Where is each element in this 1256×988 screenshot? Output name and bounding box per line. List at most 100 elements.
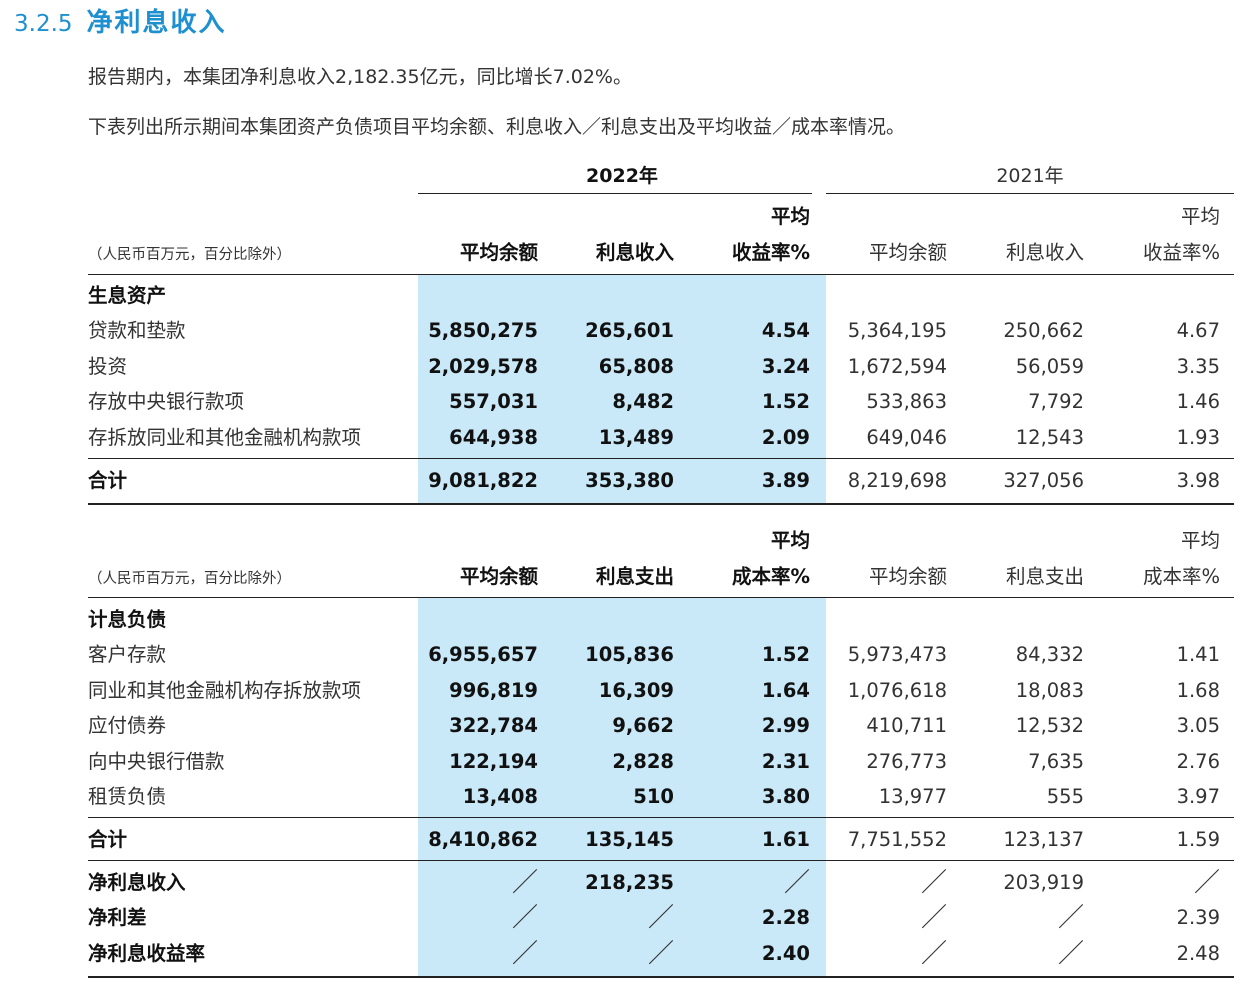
row-label: 租赁负债 — [88, 785, 167, 808]
cell-avg-balance-2022: 557,031 — [449, 390, 538, 413]
cell-rate-2022: 3.24 — [761, 355, 810, 378]
cell-interest-2022: 8,482 — [612, 390, 674, 413]
cell-rate-2021: 3.05 — [1176, 714, 1220, 737]
row-label: 投资 — [88, 355, 128, 378]
liab-rate-header-line2-2022: 成本率% — [731, 565, 810, 588]
cell-rate-2021: 1.93 — [1176, 426, 1220, 449]
cell-avg-balance-2022: 2,029,578 — [428, 355, 538, 378]
cell-interest-2022: 135,145 — [585, 828, 674, 851]
cell-interest-2021: 12,543 — [1015, 426, 1084, 449]
cell-interest-2021: 12,532 — [1015, 714, 1084, 737]
liab-avg-balance-header-2022: 平均余额 — [459, 565, 538, 588]
assets-unit-note: （人民币百万元，百分比除外） — [88, 247, 291, 263]
cell-avg-balance-2021: ／ — [920, 939, 947, 969]
row-label: 应付债券 — [88, 714, 167, 737]
cell-avg-balance-2022: ／ — [511, 903, 538, 933]
assets-rate-header-line1-2021: 平均 — [1180, 205, 1220, 228]
liab-rate-header-line2-2021: 成本率% — [1142, 565, 1220, 588]
cell-avg-balance-2021: 13,977 — [878, 785, 947, 808]
cell-rate-2022: 2.99 — [761, 714, 810, 737]
cell-interest-2022: 353,380 — [585, 469, 674, 492]
cell-avg-balance-2021: 5,364,195 — [847, 319, 947, 342]
liab-rate-header-line1-2021: 平均 — [1180, 529, 1220, 552]
row-label: 净利息收入 — [88, 871, 186, 894]
year-2022-underline — [418, 193, 812, 194]
assets-avg-balance-header-2021: 平均余额 — [868, 241, 947, 264]
row-label: 净利差 — [88, 906, 147, 929]
cell-rate-2022: 1.52 — [761, 390, 810, 413]
table-bottom-rule — [88, 976, 1234, 978]
cell-interest-2021: 18,083 — [1015, 679, 1084, 702]
assets-header-rule — [88, 274, 1234, 275]
cell-interest-2022: ／ — [647, 903, 674, 933]
cell-interest-2022: 2,828 — [612, 750, 674, 773]
cell-rate-2022: 1.64 — [761, 679, 810, 702]
row-label: 净利息收益率 — [88, 942, 206, 965]
cell-avg-balance-2022: 322,784 — [449, 714, 538, 737]
liab-avg-balance-header-2021: 平均余额 — [868, 565, 947, 588]
assets-interest-header-2021: 利息收入 — [1005, 241, 1084, 264]
cell-interest-2021: 7,635 — [1028, 750, 1084, 773]
cell-interest-2021: ／ — [1057, 903, 1084, 933]
row-label: 贷款和垫款 — [88, 319, 186, 342]
cell-interest-2022: ／ — [647, 939, 674, 969]
cell-interest-2022: 105,836 — [585, 643, 674, 666]
cell-rate-2021: 3.98 — [1176, 469, 1220, 492]
row-label: 存放中央银行款项 — [88, 390, 245, 413]
cell-rate-2022: 1.52 — [761, 643, 810, 666]
row-label: 同业和其他金融机构存拆放款项 — [88, 679, 362, 702]
cell-rate-2021: 1.46 — [1176, 390, 1220, 413]
cell-avg-balance-2021: 533,863 — [866, 390, 947, 413]
cell-rate-2021: 2.76 — [1176, 750, 1220, 773]
year-2021-header: 2021年 — [996, 165, 1064, 187]
cell-interest-2021: 56,059 — [1015, 355, 1084, 378]
assets-bottom-rule — [88, 503, 1234, 505]
row-label: 存拆放同业和其他金融机构款项 — [88, 426, 362, 449]
cell-rate-2021: ／ — [1193, 868, 1220, 898]
cell-interest-2021: ／ — [1057, 939, 1084, 969]
cell-interest-2021: 84,332 — [1015, 643, 1084, 666]
row-label: 客户存款 — [88, 643, 167, 666]
cell-avg-balance-2022: 122,194 — [449, 750, 538, 773]
cell-rate-2022: 3.80 — [761, 785, 810, 808]
cell-avg-balance-2022: 8,410,862 — [428, 828, 538, 851]
row-label: 合计 — [88, 469, 128, 492]
highlight-2022-assets — [418, 275, 826, 505]
cell-rate-2021: 1.68 — [1176, 679, 1220, 702]
year-2022-header: 2022年 — [586, 165, 658, 187]
cell-avg-balance-2022: 996,819 — [449, 679, 538, 702]
cell-interest-2021: 123,137 — [1003, 828, 1084, 851]
cell-avg-balance-2021: 276,773 — [866, 750, 947, 773]
section-number: 3.2.5 — [14, 11, 73, 37]
cell-interest-2021: 250,662 — [1003, 319, 1084, 342]
section-heading: 3.2.5 净利息收入 — [14, 2, 227, 42]
assets-interest-header-2022: 利息收入 — [595, 241, 674, 264]
intro-paragraph: 下表列出所示期间本集团资产负债项目平均余额、利息收入／利息支出及平均收益／成本率… — [88, 116, 906, 138]
cell-interest-2021: 7,792 — [1028, 390, 1084, 413]
cell-interest-2022: 265,601 — [585, 319, 674, 342]
cell-avg-balance-2022: ／ — [511, 868, 538, 898]
cell-rate-2022: 3.89 — [761, 469, 810, 492]
liab-total-rule — [88, 817, 1234, 818]
cell-avg-balance-2021: 410,711 — [866, 714, 947, 737]
assets-group-label: 生息资产 — [88, 284, 167, 307]
cell-avg-balance-2022: ／ — [511, 939, 538, 969]
cell-interest-2021: 203,919 — [1003, 871, 1084, 894]
cell-avg-balance-2022: 5,850,275 — [428, 319, 538, 342]
cell-interest-2022: 510 — [633, 785, 674, 808]
cell-interest-2022: 13,489 — [598, 426, 674, 449]
assets-avg-balance-header-2022: 平均余额 — [459, 241, 538, 264]
cell-interest-2022: 16,309 — [598, 679, 674, 702]
cell-rate-2021: 1.59 — [1176, 828, 1220, 851]
section-title: 净利息收入 — [86, 8, 227, 38]
assets-rate-header-line1-2022: 平均 — [770, 205, 810, 228]
cell-avg-balance-2022: 6,955,657 — [428, 643, 538, 666]
cell-avg-balance-2022: 13,408 — [462, 785, 538, 808]
assets-total-rule — [88, 458, 1234, 459]
liab-header-rule — [88, 597, 1234, 598]
year-2021-underline — [826, 193, 1234, 194]
cell-avg-balance-2021: 1,672,594 — [847, 355, 947, 378]
cell-rate-2021: 2.48 — [1176, 942, 1220, 965]
cell-interest-2021: 555 — [1046, 785, 1084, 808]
cell-avg-balance-2021: 7,751,552 — [847, 828, 947, 851]
